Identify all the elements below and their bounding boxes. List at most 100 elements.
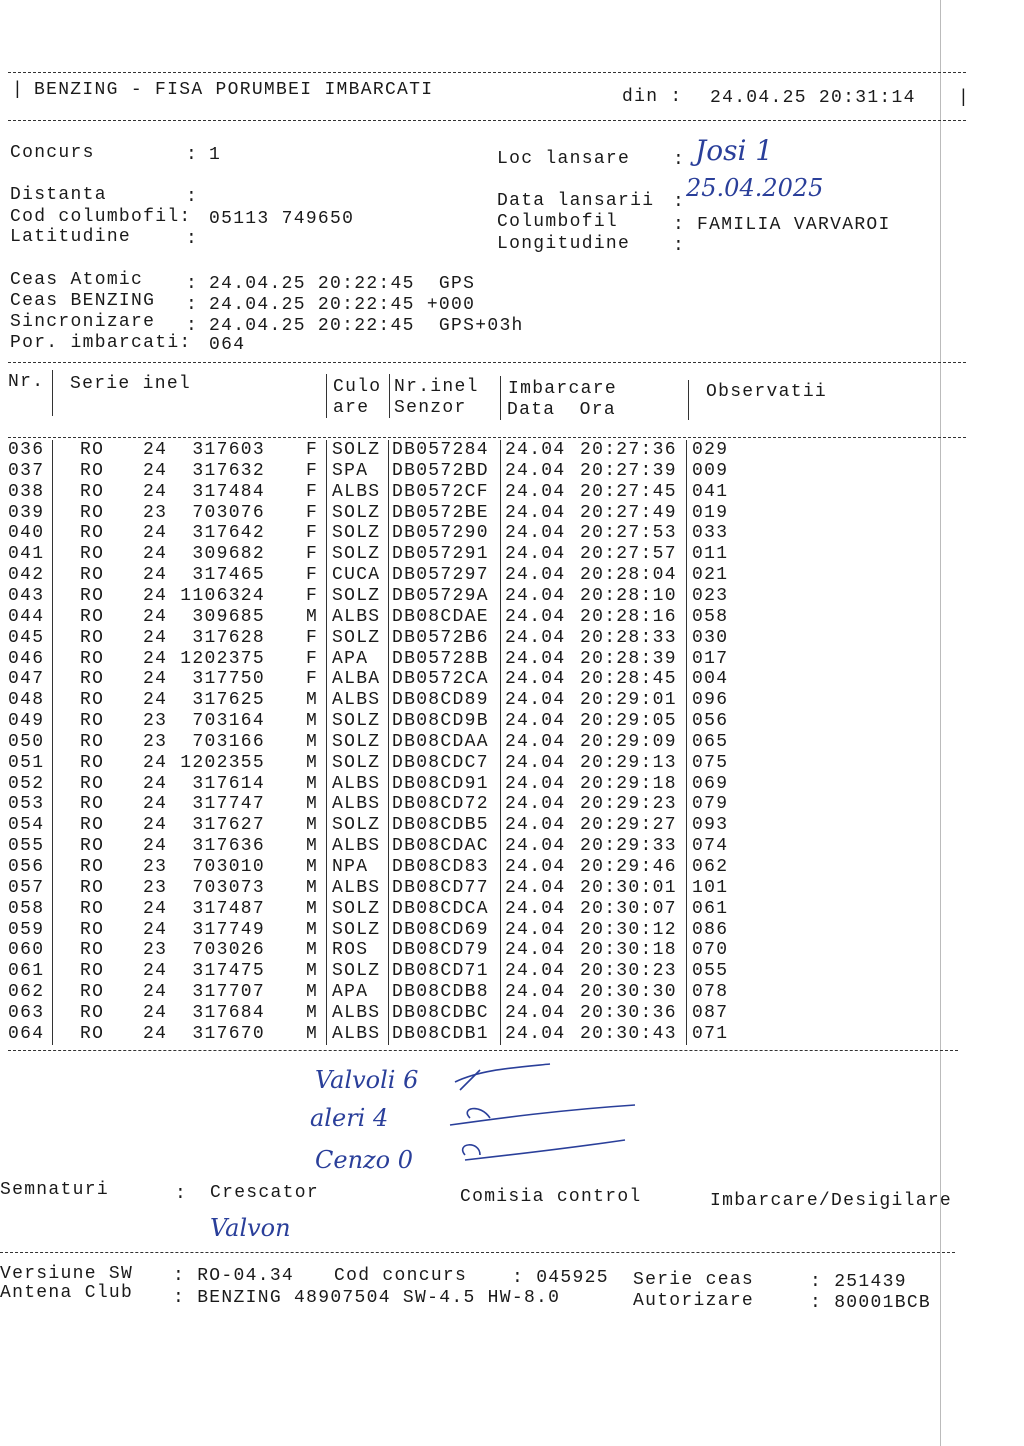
col-separator (52, 982, 53, 1004)
table-row: 037 RO 24 317632 F SPA DB0572BD 24.04 20:27:39 00… (0, 460, 760, 482)
row-ring: 309682 (192, 544, 266, 565)
row-sex: F (306, 648, 319, 669)
row-obs: 055 (692, 961, 729, 982)
col-separator (326, 836, 327, 858)
row-obs: 029 (692, 440, 729, 460)
col-separator (500, 669, 501, 691)
col-separator (686, 523, 687, 545)
row-sensor: DB08CD72 (392, 794, 489, 815)
row-year: 24 (143, 481, 168, 502)
row-color: ALBS (332, 877, 381, 898)
row-year: 24 (143, 606, 168, 627)
col-separator (326, 481, 327, 503)
row-date: 24.04 (505, 836, 566, 857)
col-separator (388, 836, 389, 858)
colon: : (186, 316, 199, 336)
row-obs: 009 (692, 460, 729, 481)
row-country: RO (80, 773, 105, 794)
row-ring: 317636 (192, 836, 266, 857)
handwritten-note: Cenzo 0 (315, 1146, 414, 1174)
row-sensor: DB0572CF (392, 481, 489, 502)
col-separator (500, 961, 501, 983)
col-separator (326, 627, 327, 649)
col-separator (686, 752, 687, 774)
row-time: 20:28:33 (580, 627, 677, 648)
table-row: 038 RO 24 317484 F ALBS DB0572CF 24.04 20:27:45 0… (0, 481, 760, 503)
row-color: SOLZ (332, 627, 381, 648)
ceas-benzing-value: 24.04.25 20:22:45 +000 (209, 295, 476, 315)
imbarcare-desigilare-label: Imbarcare/Desigilare (710, 1191, 953, 1211)
row-time: 20:29:05 (580, 711, 677, 732)
row-obs: 087 (692, 1002, 729, 1023)
row-color: SOLZ (332, 898, 381, 919)
row-ring: 317707 (192, 982, 266, 1003)
row-time: 20:28:39 (580, 648, 677, 669)
col-separator (52, 606, 53, 628)
row-sensor: DB0572CA (392, 669, 489, 690)
row-color: CUCA (332, 565, 381, 586)
col-separator (500, 523, 501, 545)
autorizare-label: Autorizare (633, 1291, 755, 1311)
row-year: 23 (143, 731, 168, 752)
row-year: 24 (143, 669, 168, 690)
col-separator (52, 669, 53, 691)
row-obs: 079 (692, 794, 729, 815)
columbofil-label: Columbofil (497, 212, 619, 232)
row-obs: 070 (692, 940, 729, 961)
col-separator (52, 877, 53, 899)
row-nr: 053 (8, 794, 45, 815)
row-time: 20:27:53 (580, 523, 677, 544)
row-sensor: DB08CDB8 (392, 982, 489, 1003)
col-separator (500, 794, 501, 816)
col-separator (500, 877, 501, 899)
table-row: 050 RO 23 703166 M SOLZ DB08CDAA 24.04 20:29:09 0… (0, 731, 760, 753)
row-country: RO (80, 627, 105, 648)
col-separator (500, 460, 501, 482)
row-ring: 1202375 (180, 648, 266, 669)
versiune-value: : RO-04.34 (173, 1266, 295, 1286)
row-date: 24.04 (505, 815, 566, 836)
row-sensor: DB08CDBC (392, 1002, 489, 1023)
col-separator (326, 669, 327, 691)
row-color: SOLZ (332, 585, 381, 606)
row-nr: 049 (8, 711, 45, 732)
row-date: 24.04 (505, 440, 566, 460)
row-date: 24.04 (505, 648, 566, 669)
row-obs: 056 (692, 711, 729, 732)
col-separator (500, 544, 501, 566)
col-separator (686, 648, 687, 670)
row-nr: 045 (8, 627, 45, 648)
col-separator (686, 836, 687, 858)
row-year: 23 (143, 502, 168, 523)
table-row: 036 RO 24 317603 F SOLZ DB057284 24.04 20:27:36 0… (0, 440, 760, 461)
row-ring: 703076 (192, 502, 266, 523)
row-color: SOLZ (332, 919, 381, 940)
row-time: 20:30:18 (580, 940, 677, 961)
loc-lansare-value: Josi 1 (695, 134, 774, 167)
row-nr: 047 (8, 669, 45, 690)
row-sex: M (306, 898, 319, 919)
row-year: 23 (143, 877, 168, 898)
row-country: RO (80, 982, 105, 1003)
sincronizare-label: Sincronizare (10, 312, 156, 332)
colon: : (186, 274, 199, 294)
col-separator (52, 502, 53, 524)
serie-ceas-value: : 251439 (810, 1272, 907, 1292)
col-separator (326, 961, 327, 983)
col-separator (388, 460, 389, 482)
row-date: 24.04 (505, 752, 566, 773)
col-separator (500, 752, 501, 774)
row-date: 24.04 (505, 460, 566, 481)
col-separator (686, 794, 687, 816)
col-separator (52, 836, 53, 858)
row-date: 24.04 (505, 711, 566, 732)
col-separator (326, 731, 327, 753)
col-separator (686, 940, 687, 962)
row-year: 23 (143, 857, 168, 877)
row-year: 24 (143, 1002, 168, 1023)
row-color: APA (332, 982, 369, 1003)
din-value: 24.04.25 20:31:14 (710, 88, 916, 108)
col-separator (52, 919, 53, 941)
row-ring: 703010 (192, 857, 266, 877)
ceas-atomic-label: Ceas Atomic (10, 270, 144, 290)
